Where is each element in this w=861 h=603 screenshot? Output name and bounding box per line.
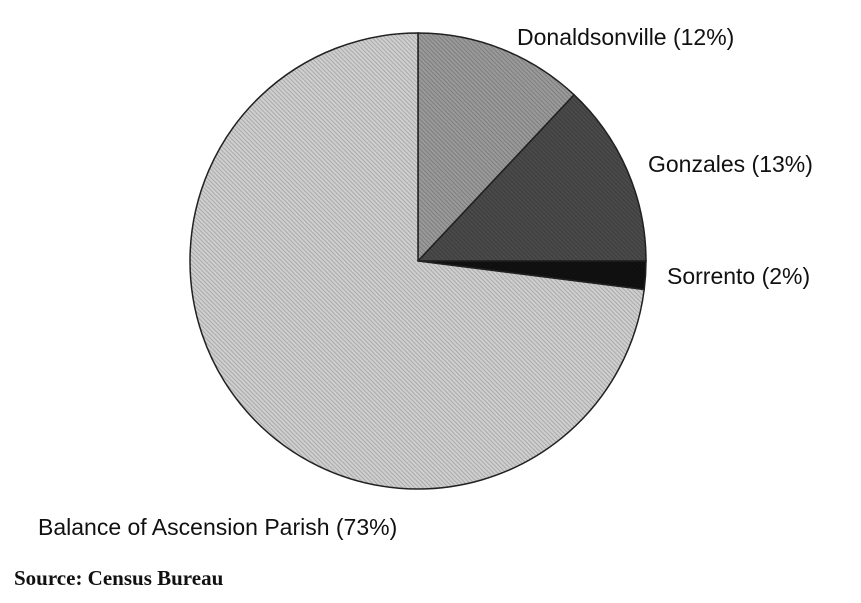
pie-slice-texture: [418, 94, 646, 261]
source-note: Source: Census Bureau: [14, 566, 224, 590]
slice-label-balance: Balance of Ascension Parish (73%): [38, 514, 397, 540]
slice-label-donaldsonville: Donaldsonville (12%): [517, 24, 734, 50]
pie-slice-texture: [418, 33, 575, 261]
pie-slice-texture: [190, 33, 645, 489]
slice-label-sorrento: Sorrento (2%): [667, 263, 810, 289]
slice-label-gonzales: Gonzales (13%): [648, 151, 813, 177]
